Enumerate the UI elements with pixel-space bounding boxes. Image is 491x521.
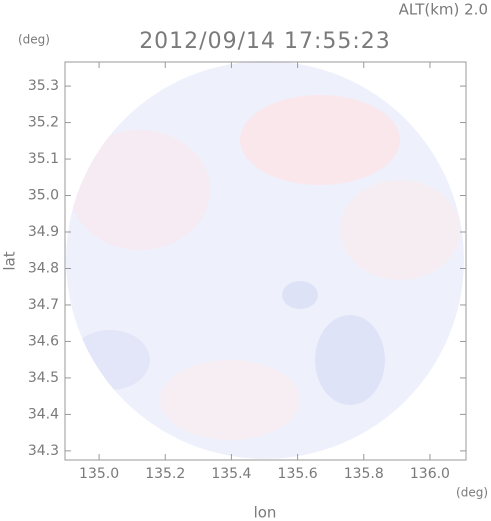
x-tick-label: 135.6: [278, 466, 318, 482]
altitude-label: ALT(km) 2.0: [399, 1, 488, 19]
x-tick-label: 136.0: [410, 466, 450, 482]
y-tick-label: 35.2: [28, 115, 59, 131]
y-unit: (deg): [18, 33, 50, 47]
y-tick-label: 34.8: [28, 260, 59, 276]
y-tick-label: 34.7: [28, 297, 59, 313]
x-tick-label: 135.0: [79, 466, 119, 482]
y-tick-label: 35.1: [28, 151, 59, 167]
y-axis-label: lat: [1, 251, 19, 270]
x-tick-label: 135.2: [145, 466, 185, 482]
plot-frame: [64, 61, 467, 461]
x-tick-label: 135.8: [344, 466, 384, 482]
y-tick-label: 35.3: [28, 78, 59, 94]
y-tick-label: 34.6: [28, 333, 59, 349]
y-tick-label: 34.9: [28, 224, 59, 240]
y-tick-label: 34.3: [28, 443, 59, 459]
x-axis-label: lon: [254, 504, 277, 521]
y-tick-label: 34.5: [28, 370, 59, 386]
radar-field: [66, 61, 464, 459]
x-tick-label: 135.4: [211, 466, 251, 482]
y-tick-label: 35.0: [28, 188, 59, 204]
chart-title: 2012/09/14 17:55:23: [139, 29, 391, 54]
y-tick-label: 34.4: [28, 406, 59, 422]
x-unit: (deg): [456, 486, 488, 500]
